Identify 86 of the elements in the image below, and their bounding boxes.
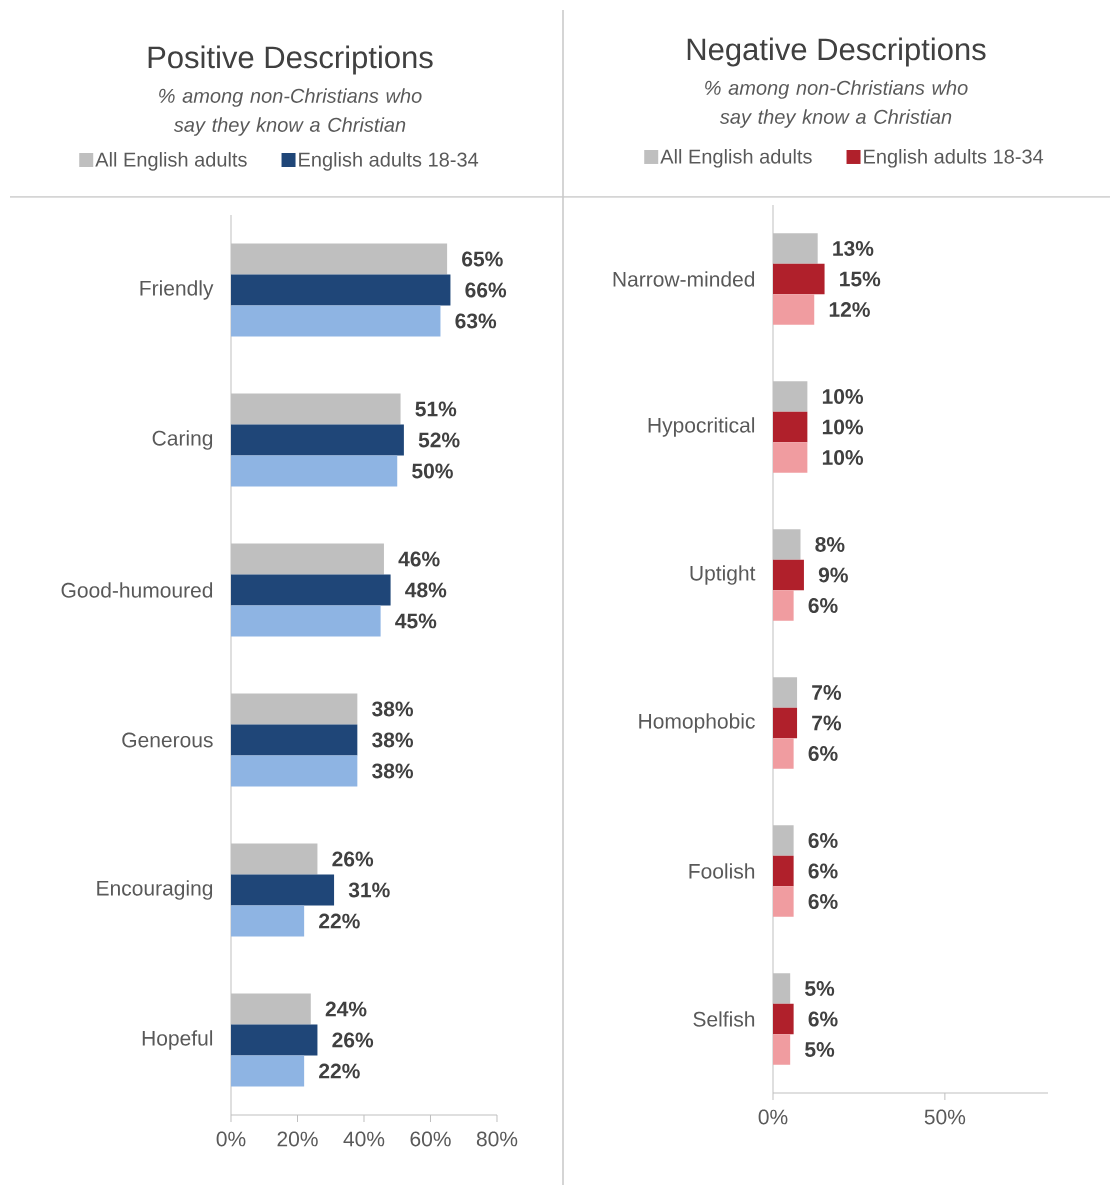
data-label: 63% [455, 313, 497, 329]
data-label: 10% [822, 419, 864, 435]
legend-label: All English adults [660, 148, 812, 168]
bar [773, 1034, 791, 1065]
data-label: 66% [465, 282, 507, 298]
bar [231, 1024, 318, 1056]
data-label: 6% [808, 833, 838, 848]
chart-subtitle: % among non-Christians who say they know a Christian [705, 80, 968, 128]
data-label: 6% [808, 746, 838, 761]
data-label: 8% [815, 537, 845, 552]
chart-subtitle: % among non-Christians who say they know a Christian [159, 88, 422, 136]
bar [231, 274, 451, 306]
bar [231, 724, 358, 756]
bar [231, 574, 391, 606]
y-tick-label: Foolish [689, 863, 755, 879]
data-label: 65% [462, 251, 503, 267]
data-label: 51% [415, 401, 457, 417]
bar [231, 305, 441, 337]
data-label: 50% [412, 463, 453, 479]
data-label: 38% [372, 763, 414, 779]
x-tick-label: 0% [216, 1131, 246, 1147]
data-label: 13% [833, 241, 874, 256]
y-tick-label: Generous [122, 732, 213, 748]
data-label: 52% [418, 432, 460, 448]
data-label: 15% [840, 271, 881, 287]
legend-label: All English adults [95, 152, 247, 171]
y-tick-label: Hopeful [142, 1030, 213, 1050]
bar [773, 294, 815, 325]
bar [231, 874, 335, 906]
y-tick-label: Good-humoured [61, 582, 213, 598]
bar [773, 707, 798, 739]
bar [773, 590, 794, 621]
data-label: 22% [319, 913, 360, 929]
data-label: 26% [332, 851, 374, 867]
data-label: 5% [805, 981, 835, 996]
bar [773, 263, 825, 295]
y-tick-label: Friendly [140, 280, 214, 300]
legend-label: English adults 18-34 [864, 148, 1044, 168]
y-tick-label: Encouraging [97, 880, 213, 900]
data-label: 7% [812, 685, 842, 700]
bar [773, 559, 804, 591]
bar [231, 455, 398, 487]
data-label: 6% [808, 1011, 838, 1027]
x-tick-label: 80% [476, 1131, 518, 1147]
data-label: 38% [372, 732, 414, 748]
x-tick-label: 60% [410, 1131, 451, 1147]
data-label: 38% [372, 701, 414, 717]
data-label: 9% [818, 567, 848, 583]
bar [231, 755, 358, 787]
bar [773, 1003, 794, 1035]
y-tick-label: Narrow-minded [613, 271, 755, 287]
data-label: 45% [395, 613, 437, 629]
x-tick-label: 0% [758, 1109, 788, 1125]
bar [773, 442, 808, 473]
bar [773, 855, 794, 887]
data-label: 6% [808, 863, 838, 879]
chart-title: Negative Descriptions [687, 37, 986, 67]
data-label: 26% [332, 1032, 374, 1048]
y-tick-label: Uptight [690, 565, 756, 585]
bar [773, 411, 808, 443]
data-label: 5% [805, 1042, 835, 1057]
bar [773, 738, 794, 769]
y-tick-label: Hypocritical [648, 417, 755, 437]
data-label: 6% [808, 598, 838, 613]
data-label: 22% [319, 1063, 360, 1079]
bar [231, 905, 305, 937]
data-label: 10% [822, 450, 864, 465]
data-label: 7% [812, 715, 842, 731]
data-label: 46% [398, 551, 440, 567]
bar [773, 886, 794, 917]
data-label: 12% [829, 302, 870, 317]
chart-title: Positive Descriptions [148, 45, 433, 75]
data-label: 24% [325, 1001, 367, 1017]
y-tick-label: Selfish [693, 1011, 755, 1027]
bar [231, 1055, 305, 1087]
x-tick-label: 40% [343, 1131, 385, 1147]
bar [231, 605, 381, 637]
data-label: 6% [808, 894, 838, 909]
data-label: 10% [822, 389, 864, 404]
data-label: 48% [405, 582, 447, 598]
y-tick-label: Homophobic [639, 713, 755, 733]
data-label: 31% [348, 882, 390, 898]
bar [231, 424, 404, 456]
legend-label: English adults 18-34 [299, 152, 479, 171]
y-tick-label: Caring [152, 430, 213, 450]
x-tick-label: 20% [277, 1131, 318, 1147]
